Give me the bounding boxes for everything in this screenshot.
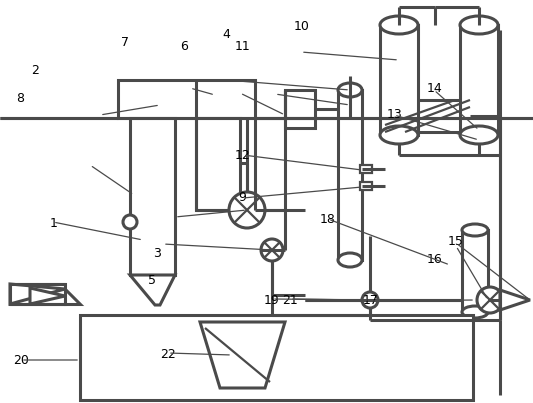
Ellipse shape <box>338 83 362 97</box>
Text: 6: 6 <box>180 40 188 53</box>
Ellipse shape <box>380 126 418 144</box>
Polygon shape <box>10 284 65 304</box>
Bar <box>130 118 175 275</box>
Circle shape <box>362 292 378 308</box>
Polygon shape <box>200 322 285 388</box>
Text: 3: 3 <box>154 247 161 260</box>
Text: 1: 1 <box>50 217 57 230</box>
Bar <box>196 118 240 210</box>
Ellipse shape <box>460 126 498 144</box>
Text: 2: 2 <box>31 64 38 77</box>
Text: 16: 16 <box>426 253 442 266</box>
Text: 5: 5 <box>148 274 156 287</box>
Text: 17: 17 <box>362 294 378 307</box>
Ellipse shape <box>462 224 488 236</box>
Text: 21: 21 <box>282 294 298 307</box>
Circle shape <box>229 192 265 228</box>
Text: 10: 10 <box>293 20 309 33</box>
Bar <box>10 284 65 304</box>
Text: 14: 14 <box>426 82 442 95</box>
Bar <box>360 182 372 190</box>
Bar <box>118 80 255 118</box>
Text: 8: 8 <box>16 92 25 105</box>
Circle shape <box>477 287 503 313</box>
Polygon shape <box>500 290 530 310</box>
Text: 18: 18 <box>320 213 336 226</box>
Ellipse shape <box>462 306 488 318</box>
Bar <box>360 165 372 173</box>
Text: 19: 19 <box>264 294 280 307</box>
Polygon shape <box>30 288 65 304</box>
Text: 11: 11 <box>235 40 251 53</box>
Text: 20: 20 <box>13 354 29 367</box>
Bar <box>380 25 418 135</box>
Circle shape <box>123 215 137 229</box>
Text: 7: 7 <box>121 36 130 49</box>
Bar <box>285 90 315 128</box>
Ellipse shape <box>460 16 498 34</box>
Polygon shape <box>65 289 80 304</box>
Text: 13: 13 <box>386 108 402 121</box>
Ellipse shape <box>338 253 362 267</box>
Text: 15: 15 <box>448 235 464 248</box>
Text: 22: 22 <box>160 348 176 361</box>
Polygon shape <box>130 275 175 305</box>
Text: 4: 4 <box>223 28 230 41</box>
Text: 12: 12 <box>235 149 251 162</box>
Bar <box>80 315 473 400</box>
Polygon shape <box>385 100 470 132</box>
Bar <box>462 230 488 312</box>
Bar <box>338 90 362 260</box>
Text: 9: 9 <box>239 191 246 204</box>
Bar <box>460 25 498 135</box>
Ellipse shape <box>380 16 418 34</box>
Circle shape <box>261 239 283 261</box>
